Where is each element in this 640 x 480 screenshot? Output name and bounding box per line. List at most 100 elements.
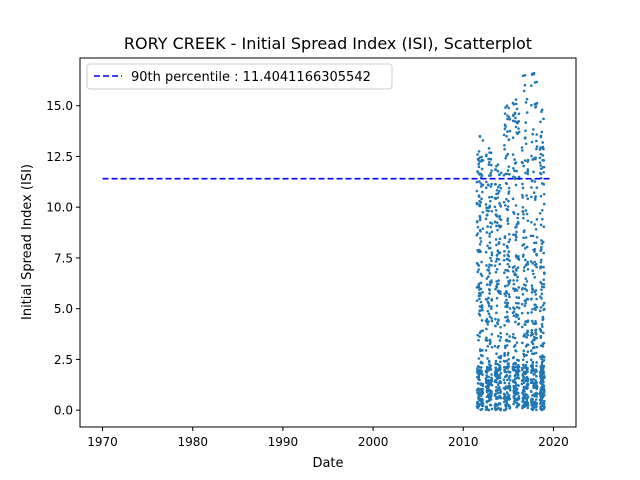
scatter-point	[497, 291, 501, 295]
scatter-point	[485, 283, 489, 286]
scatter-point	[529, 349, 533, 353]
scatter-point	[524, 284, 527, 287]
scatter-point	[512, 212, 516, 215]
scatter-point	[540, 398, 544, 402]
scatter-point	[498, 189, 501, 193]
scatter-point	[522, 216, 525, 220]
scatter-point	[530, 297, 533, 301]
scatter-point	[511, 356, 515, 360]
scatter-point	[490, 379, 494, 383]
scatter-point	[475, 202, 479, 206]
scatter-point	[539, 405, 542, 409]
scatter-point	[504, 181, 508, 185]
scatter-point	[495, 385, 498, 389]
scatter-point	[541, 315, 545, 319]
scatter-point	[540, 285, 544, 289]
scatter-point	[515, 341, 519, 344]
scatter-point	[477, 294, 481, 298]
scatter-point	[541, 387, 544, 390]
scatter-point	[512, 306, 515, 309]
scatter-point	[522, 266, 526, 269]
scatter-point	[524, 299, 528, 302]
scatter-point	[489, 174, 493, 177]
scatter-point	[481, 361, 484, 365]
scatter-point	[522, 349, 526, 353]
scatter-point	[538, 402, 542, 405]
scatter-point	[488, 272, 491, 275]
scatter-point	[540, 292, 544, 296]
scatter-point	[514, 397, 517, 401]
scatter-point	[532, 369, 536, 373]
scatter-point	[503, 365, 507, 369]
scatter-point	[495, 311, 498, 315]
scatter-point	[529, 358, 533, 362]
scatter-point	[514, 161, 518, 164]
scatter-point	[534, 379, 537, 382]
scatter-point	[517, 130, 521, 134]
scatter-point	[520, 311, 524, 315]
scatter-point	[535, 297, 538, 301]
scatter-point	[530, 340, 534, 344]
scatter-point	[498, 388, 502, 391]
scatter-point	[508, 404, 511, 408]
scatter-point	[505, 134, 508, 138]
scatter-point	[495, 257, 499, 261]
scatter-point	[508, 335, 511, 338]
scatter-point	[512, 362, 515, 366]
scatter-point	[534, 262, 538, 266]
scatter-point	[539, 223, 543, 227]
scatter-point	[490, 407, 494, 411]
scatter-point	[478, 398, 481, 402]
scatter-point	[535, 235, 539, 239]
scatter-point	[508, 129, 512, 133]
scatter-point	[514, 98, 518, 101]
scatter-point	[498, 224, 502, 228]
scatter-point	[539, 355, 542, 359]
scatter-point	[540, 288, 543, 291]
scatter-point	[494, 213, 498, 216]
scatter-point	[530, 379, 533, 383]
scatter-point	[481, 349, 484, 352]
scatter-point	[490, 169, 493, 172]
scatter-point	[494, 270, 498, 274]
scatter-point	[505, 197, 508, 201]
scatter-point	[539, 194, 543, 198]
scatter-point	[526, 350, 530, 354]
scatter-point	[530, 73, 534, 76]
scatter-point	[534, 382, 538, 385]
scatter-point	[535, 395, 539, 398]
scatter-point	[511, 335, 515, 339]
scatter-point	[488, 342, 492, 346]
scatter-point	[540, 379, 543, 382]
scatter-point	[542, 202, 546, 206]
scatter-point	[489, 307, 493, 311]
scatter-point	[512, 279, 515, 282]
y-axis-label: Initial Spread Index (ISI)	[20, 164, 35, 320]
scatter-point	[530, 103, 533, 107]
scatter-point	[488, 241, 492, 244]
scatter-point	[477, 195, 481, 198]
scatter-point	[476, 153, 479, 156]
scatter-point	[496, 228, 499, 232]
scatter-point	[517, 306, 521, 310]
scatter-point	[521, 293, 525, 296]
scatter-point	[481, 373, 484, 377]
scatter-point	[535, 364, 538, 368]
scatter-point	[479, 387, 482, 391]
scatter-point	[508, 173, 511, 176]
scatter-point	[481, 190, 484, 194]
scatter-point	[485, 317, 489, 321]
y-tick-label: 15.0	[46, 99, 73, 113]
scatter-point	[530, 328, 534, 332]
scatter-point	[485, 154, 488, 158]
scatter-point	[495, 285, 498, 288]
scatter-point	[525, 280, 529, 283]
scatter-point	[478, 173, 482, 176]
scatter-point	[530, 287, 534, 290]
scatter-point	[487, 163, 491, 166]
scatter-point	[542, 364, 546, 368]
scatter-point	[539, 260, 543, 264]
scatter-point	[534, 328, 538, 332]
scatter-point	[495, 164, 498, 168]
scatter-point	[535, 265, 538, 269]
